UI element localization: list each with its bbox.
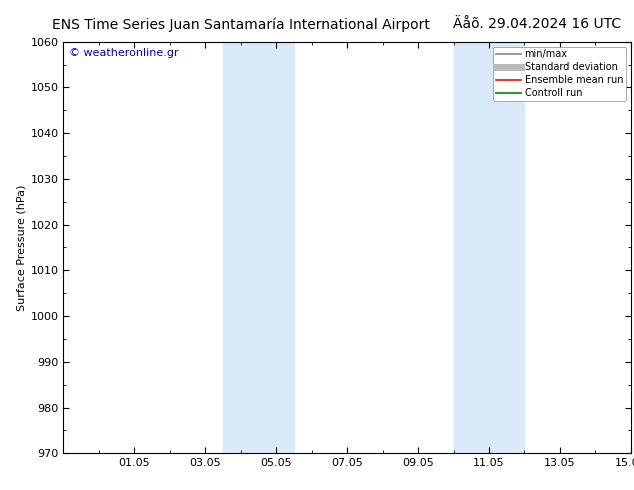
Text: © weatheronline.gr: © weatheronline.gr [69,48,179,58]
Legend: min/max, Standard deviation, Ensemble mean run, Controll run: min/max, Standard deviation, Ensemble me… [493,47,626,101]
Bar [223,42,294,453]
Text: Äåõ. 29.04.2024 16 UTC: Äåõ. 29.04.2024 16 UTC [453,17,621,31]
Text: ENS Time Series Juan Santamaría International Airport: ENS Time Series Juan Santamaría Internat… [52,17,430,32]
Y-axis label: Surface Pressure (hPa): Surface Pressure (hPa) [16,184,26,311]
Bar [453,42,524,453]
